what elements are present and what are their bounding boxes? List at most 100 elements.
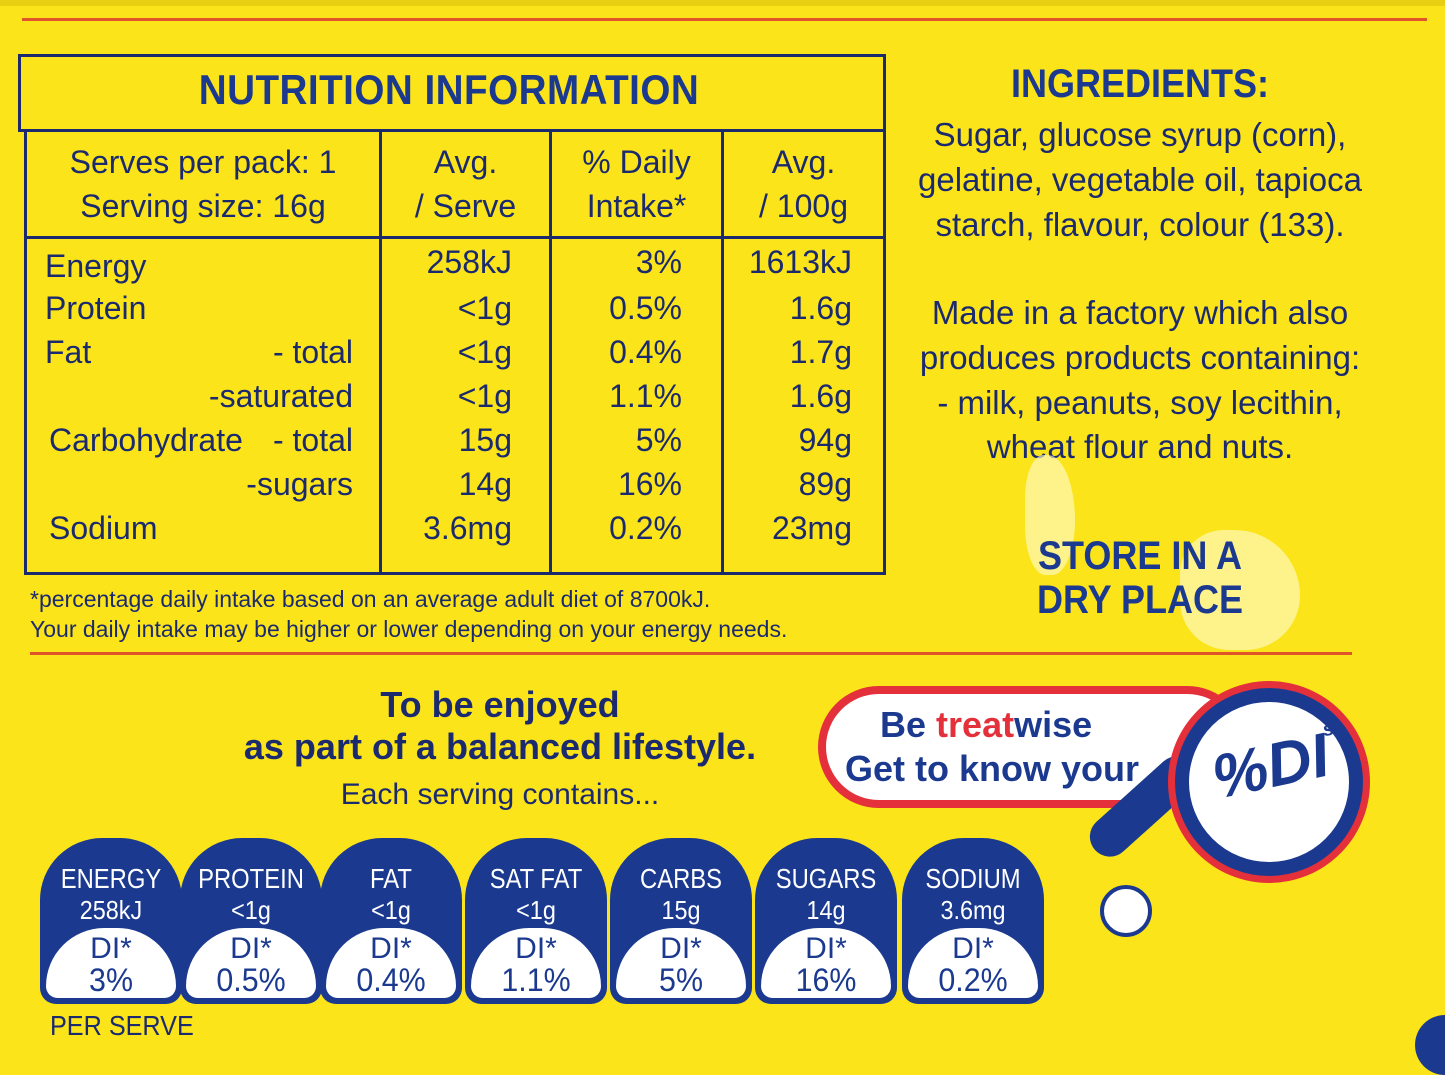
row-di: 1.1% — [609, 378, 682, 414]
scuff-mark — [1025, 455, 1075, 575]
badge-di: DI* — [515, 932, 557, 965]
badge-percent: 16% — [795, 962, 857, 998]
badge-di: DI* — [805, 932, 847, 965]
header-serves-per-pack: Serves per pack: 1 — [69, 144, 337, 180]
badge-label: FAT — [370, 863, 412, 894]
row-di: 0.5% — [609, 290, 682, 326]
per-serve-label: PER SERVE — [50, 1010, 194, 1041]
row-per100: 1.7g — [789, 334, 852, 370]
badge-label: PROTEIN — [198, 863, 304, 894]
badge-label: SAT FAT — [489, 863, 583, 894]
badge-label: SUGARS — [775, 863, 877, 894]
row-sublabel: - total — [272, 334, 353, 370]
row-sublabel: -saturated — [208, 378, 353, 414]
badge-di: DI* — [90, 932, 132, 965]
scuff-mark — [1180, 530, 1300, 650]
badge-percent: 5% — [659, 962, 703, 998]
header-avg-100g: Avg. — [771, 144, 836, 180]
nutrition-title: NUTRITION INFORMATION — [198, 66, 700, 113]
middle-rule — [30, 652, 1352, 655]
row-label: Protein — [45, 290, 147, 326]
row-serve: <1g — [457, 290, 512, 326]
header-avg-serve: Avg. — [433, 144, 498, 180]
be-text: Be — [880, 704, 927, 745]
wise-text: wise — [1014, 704, 1093, 745]
ingredients-line: starch, flavour, colour (133). — [935, 206, 1345, 243]
row-per100: 1.6g — [789, 378, 852, 414]
header-serving-size: Serving size: 16g — [80, 188, 326, 224]
lifestyle-line-1: To be enjoyed — [380, 684, 620, 725]
lifestyle-line-2: as part of a balanced lifestyle. — [243, 726, 757, 767]
header-divider — [27, 236, 883, 239]
badge-amount: 258kJ — [79, 895, 143, 925]
badge-percent: 1.1% — [501, 962, 571, 998]
badge-amount: 3.6mg — [940, 895, 1006, 925]
allergen-line: produces products containing: — [919, 339, 1361, 376]
di-badge-fat: FAT <1g DI* 0.4% — [320, 838, 462, 1004]
row-sublabel: -sugars — [246, 466, 353, 502]
di-badge-sodium: SODIUM 3.6mg DI* 0.2% — [902, 838, 1044, 1004]
row-di: 5% — [635, 422, 682, 458]
ingredients-line: Sugar, glucose syrup (corn), — [933, 116, 1347, 153]
row-serve: <1g — [457, 334, 512, 370]
col-divider — [721, 132, 724, 572]
badge-amount: 14g — [806, 895, 846, 925]
badge-percent: 0.5% — [216, 962, 286, 998]
badge-label: CARBS — [640, 863, 722, 894]
row-di: 16% — [617, 466, 682, 502]
row-label: Energy — [45, 248, 147, 284]
row-per100: 23mg — [771, 510, 852, 546]
row-serve: <1g — [457, 378, 512, 414]
badge-percent: 3% — [89, 962, 133, 998]
row-serve: 258kJ — [426, 244, 512, 280]
row-label: Carbohydrate — [49, 422, 243, 458]
row-per100: 94g — [798, 422, 852, 458]
row-serve: 14g — [458, 466, 512, 502]
badge-percent: 0.4% — [356, 962, 426, 998]
corner-decoration — [1415, 1015, 1445, 1075]
header-daily-intake-2: Intake* — [586, 188, 687, 224]
row-label: Fat — [45, 334, 92, 370]
row-per100: 89g — [798, 466, 852, 502]
treatwise-line-1: Be treatwise — [880, 704, 1092, 746]
top-edge — [0, 0, 1445, 6]
row-serve: 3.6mg — [423, 510, 512, 546]
badge-percent: 0.2% — [938, 962, 1008, 998]
badge-di: DI* — [230, 932, 272, 965]
di-badge-carbs: CARBS 15g DI* 5% — [610, 838, 752, 1004]
di-badge-sat-fat: SAT FAT <1g DI* 1.1% — [465, 838, 607, 1004]
top-rule — [22, 18, 1427, 21]
store-instruction-2: DRY PLACE — [1036, 578, 1244, 622]
row-di: 0.2% — [609, 510, 682, 546]
badge-di: DI* — [952, 932, 994, 965]
di-badge-energy: ENERGY 258kJ DI* 3% — [40, 838, 182, 1004]
row-di: 3% — [635, 244, 682, 280]
badge-amount: <1g — [516, 895, 556, 925]
badge-di: DI* — [660, 932, 702, 965]
col-divider — [379, 132, 382, 572]
magnifier-knob — [1100, 885, 1152, 937]
allergen-line: wheat flour and nuts. — [986, 428, 1294, 465]
lifestyle-line-3: Each serving contains... — [340, 778, 660, 811]
footnote-line-1: *percentage daily intake based on an ave… — [30, 586, 711, 612]
row-per100: 1.6g — [789, 290, 852, 326]
treatwise-line-2: Get to know your — [845, 748, 1140, 789]
row-serve: 15g — [458, 422, 512, 458]
header-avg-100g-unit: / 100g — [759, 188, 848, 224]
treat-text: treat — [936, 704, 1015, 745]
row-di: 0.4% — [609, 334, 682, 370]
badge-label: SODIUM — [925, 863, 1021, 894]
row-sublabel: - total — [272, 422, 353, 458]
badge-amount: <1g — [371, 895, 411, 925]
allergen-line: Made in a factory which also — [931, 294, 1349, 331]
badge-di: DI* — [370, 932, 412, 965]
footnote-line-2: Your daily intake may be higher or lower… — [30, 616, 788, 642]
di-badge-protein: PROTEIN <1g DI* 0.5% — [180, 838, 322, 1004]
di-badge-sugars: SUGARS 14g DI* 16% — [755, 838, 897, 1004]
nutrition-body: Serves per pack: 1 Serving size: 16g Avg… — [24, 129, 886, 575]
col-divider — [549, 132, 552, 572]
store-instruction: STORE IN A — [1037, 534, 1243, 578]
badge-amount: 15g — [661, 895, 701, 925]
nutrition-table: NUTRITION INFORMATION Serves per pack: 1… — [18, 54, 886, 575]
row-label: Sodium — [49, 510, 158, 546]
